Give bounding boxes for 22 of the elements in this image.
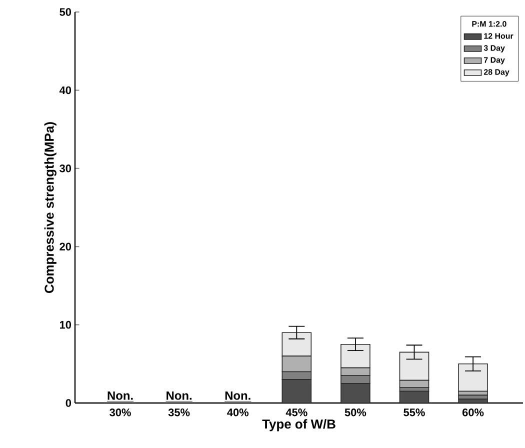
x-tick-label: 45% — [286, 408, 308, 416]
x-tick-label: 60% — [462, 408, 484, 416]
x-tick-label: 30% — [110, 408, 131, 416]
y-axis-title: Compressive strength(MPa) — [44, 122, 56, 293]
y-tick-label: 10 — [60, 320, 72, 329]
bar — [458, 364, 488, 392]
bar — [282, 379, 312, 403]
x-tick-label: 40% — [227, 408, 249, 416]
y-tick-label: 50 — [60, 8, 72, 16]
y-tick-label: 20 — [60, 242, 72, 250]
bar — [400, 391, 429, 403]
x-tick-label: 55% — [404, 408, 425, 416]
x-tick-label: 50% — [344, 408, 366, 416]
y-tick-label: 0 — [66, 399, 72, 407]
y-tick-label: 30 — [60, 164, 72, 172]
x-axis-title: Type of W/B — [262, 419, 336, 432]
annotation: Non. — [166, 391, 192, 400]
y-tick-label: 40 — [59, 86, 72, 94]
bar — [340, 383, 370, 403]
x-tick-label: 35% — [168, 408, 190, 416]
annotation: Non. — [225, 391, 250, 400]
annotation: Non. — [108, 391, 133, 400]
